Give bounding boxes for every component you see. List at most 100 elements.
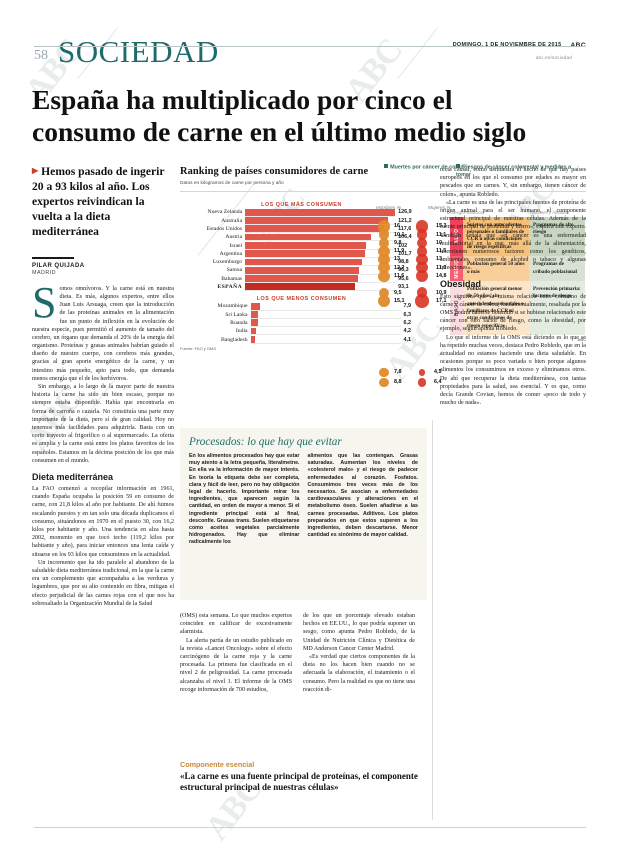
bubble-value: 10 <box>436 239 442 246</box>
drop-cap: S <box>32 277 57 327</box>
bar <box>245 275 359 283</box>
bar-value: 93,1 <box>398 284 409 291</box>
bar-value: 4,1 <box>403 336 412 343</box>
bar <box>245 250 366 258</box>
risk-table-row: BAJO Población general menor de 50 años, … <box>450 280 586 336</box>
bubble-value: 15,3 <box>436 223 447 230</box>
chart-divider <box>180 191 586 193</box>
column-separator <box>432 420 433 820</box>
bubble-value: 11,9 <box>394 248 405 255</box>
bubble-value: 14,8 <box>436 273 447 280</box>
byline-city: MADRID <box>32 269 56 276</box>
bubble-marker <box>379 377 389 388</box>
risk-table-row: ALTO Sujetos con antecedentes personales … <box>450 216 586 257</box>
risk-population-cell: Sujetos con antecedentes personales o fa… <box>463 216 529 257</box>
bar-value: 6,3 <box>403 311 412 318</box>
bubble-marker <box>416 262 428 274</box>
section-title: SOCIEDAD <box>58 34 219 69</box>
infographic: Ranking de países consumidores de carne … <box>180 164 586 408</box>
risk-table-source: ABC <box>577 337 586 343</box>
table-row: Bangladesh 4,1 <box>180 335 423 344</box>
bar <box>250 319 258 327</box>
pull-quote-text: «La carne es una fuente principal de pro… <box>180 771 418 793</box>
subheading-obesidad: Obesidad <box>440 279 482 290</box>
procesados-text: Los platos preparados en que estos super… <box>307 510 419 539</box>
subheading-dieta: Dieta mediterránea <box>32 471 114 482</box>
bar-cell <box>250 302 401 311</box>
risk-population-cell: Población general menor de 50 años, sin … <box>463 280 529 336</box>
bar-value: 106,4 <box>398 234 412 241</box>
bubble-value: 16 <box>394 223 400 230</box>
bar <box>245 283 356 291</box>
bar-value: 4,2 <box>403 328 412 335</box>
table-row: Mozambique 7,9 <box>180 302 423 311</box>
risk-header-level: Riesgo <box>450 210 464 216</box>
bubble-marker <box>416 237 428 248</box>
bubble-marker <box>416 229 428 240</box>
byline-author: PILAR QUIJADA <box>32 262 85 269</box>
table-row: Nueva Zelanda 126,9 <box>180 208 423 217</box>
byline-divider <box>32 256 74 259</box>
bubble-marker <box>416 253 428 266</box>
bubble-marker <box>378 245 390 257</box>
pull-quote: Componente esencial «La carne es una fue… <box>180 760 427 794</box>
risk-header-population: Población <box>464 210 484 216</box>
bubble-value: 13 <box>394 256 400 263</box>
bubble-value: 10,9 <box>436 289 447 296</box>
procesados-box: Procesados: lo que hay que evitar En los… <box>180 428 427 600</box>
table-row: Ruanda 6,2 <box>180 319 423 328</box>
paragraph: (OMS) esta semana. Lo que muchos experto… <box>180 613 292 636</box>
bar <box>245 266 359 275</box>
table-row: Bahamas 95,6 <box>180 275 423 283</box>
bubble-value: 11,1 <box>436 231 447 238</box>
bar <box>245 241 366 250</box>
bar-value: 117,6 <box>398 225 412 232</box>
country-label: Australia <box>221 217 243 224</box>
procesados-columns: En los alimentos procesados hay que esta… <box>189 453 418 547</box>
bar-value: 7,9 <box>403 303 412 310</box>
bar-value: 98,8 <box>398 259 409 266</box>
bar-cell <box>245 283 396 292</box>
country-label: Mozambique <box>217 303 248 310</box>
bubble-value: 15,1 <box>394 297 405 304</box>
page-headline: España ha multiplicado por cinco el cons… <box>32 84 527 147</box>
band-label-bottom: LOS QUE MENOS CONSUMEN <box>256 296 347 303</box>
country-label: Austria <box>225 234 243 241</box>
masthead-brand: ABC <box>571 42 587 49</box>
risk-level-cell: MEDIO <box>450 256 463 281</box>
bubble-marker <box>418 368 426 376</box>
bar <box>250 335 256 344</box>
bubble-value: 10,1 <box>394 231 405 238</box>
bubble-marker <box>378 262 390 274</box>
bar-value: 101,7 <box>398 250 412 257</box>
bubble-marker <box>377 294 391 308</box>
risk-table-row: MEDIO Población general 50 años o más Prog… <box>450 256 586 281</box>
country-label: Bahamas <box>221 275 243 282</box>
table-row: Austria 106,4 <box>180 233 423 242</box>
bubble-value: 9,8 <box>394 239 402 246</box>
risk-level-cell: ALTO <box>450 216 463 257</box>
column-1: ▶ Hemos pasado de ingerir 20 a 93 kilos a… <box>32 165 174 608</box>
bubble-value: 6,4 <box>434 379 442 386</box>
masthead-divider <box>34 46 586 47</box>
bubble-value: 12,2 <box>394 264 405 271</box>
bubble-marker <box>415 269 429 283</box>
procesados-term: Fosfatos. <box>386 474 419 481</box>
ranking-table-top: Nueva Zelanda 126,9 Australia 121,2 Estados … <box>180 208 423 292</box>
bubble-marker <box>416 287 428 298</box>
bar-value: 96,3 <box>398 267 409 274</box>
country-label: Sri Lanka <box>225 311 248 318</box>
bar <box>245 233 371 241</box>
bar-value: 6,2 <box>403 319 412 326</box>
paragraph: Sin embargo, a lo largo de la mayor part… <box>32 384 174 464</box>
masthead-right: DOMINGO, 1 DE NOVIEMBRE DE 2015 ABC abc.… <box>453 36 586 60</box>
country-label: Israel <box>229 242 243 249</box>
bubble-marker <box>378 229 390 240</box>
deaths-header-women: Mujeres % <box>428 206 451 212</box>
procesados-col-1: En los alimentos procesados hay que esta… <box>189 453 300 546</box>
procesados-title: Procesados: lo que hay que evitar <box>189 436 342 448</box>
bar <box>245 258 362 266</box>
bar-cell <box>250 311 401 319</box>
bar-value: 121,2 <box>398 217 412 224</box>
